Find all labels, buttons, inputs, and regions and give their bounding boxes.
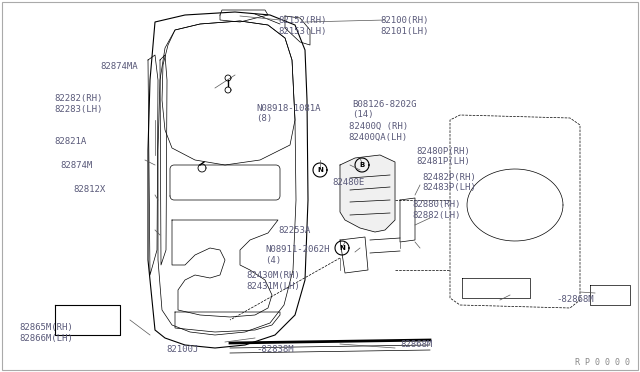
Text: 82100J: 82100J [166, 345, 198, 354]
Text: B: B [360, 162, 365, 168]
Text: 82480E: 82480E [333, 178, 365, 187]
Text: N08918-1081A
(8): N08918-1081A (8) [256, 104, 321, 123]
Text: 82874MA: 82874MA [100, 62, 138, 71]
Text: 82874M: 82874M [61, 161, 93, 170]
Text: R P 0 0 0 0: R P 0 0 0 0 [575, 358, 630, 367]
Text: B08126-8202G
(14): B08126-8202G (14) [352, 100, 417, 119]
Text: 82282(RH)
82283(LH): 82282(RH) 82283(LH) [54, 94, 103, 114]
Text: 82253A: 82253A [278, 226, 310, 235]
Text: 82152(RH)
82153(LH): 82152(RH) 82153(LH) [278, 16, 327, 36]
Text: 82812X: 82812X [74, 185, 106, 194]
Text: 82880(RH)
82882(LH): 82880(RH) 82882(LH) [413, 201, 461, 220]
Text: 82482P(RH)
82483P(LH): 82482P(RH) 82483P(LH) [422, 173, 476, 192]
Text: 82868M: 82868M [400, 340, 432, 349]
Text: N: N [317, 167, 323, 173]
Text: 82430M(RH)
82431M(LH): 82430M(RH) 82431M(LH) [246, 271, 300, 291]
Text: 82865M(RH)
82866M(LH): 82865M(RH) 82866M(LH) [19, 323, 73, 343]
Text: 82821A: 82821A [54, 137, 86, 146]
Text: 82100(RH)
82101(LH): 82100(RH) 82101(LH) [381, 16, 429, 36]
Polygon shape [340, 155, 395, 232]
Text: -82838M: -82838M [256, 345, 294, 354]
Text: N: N [339, 245, 345, 251]
Text: 82480P(RH)
82481P(LH): 82480P(RH) 82481P(LH) [416, 147, 470, 166]
Text: 82400Q (RH)
82400QA(LH): 82400Q (RH) 82400QA(LH) [349, 122, 408, 142]
Text: N08911-2062H
(4): N08911-2062H (4) [266, 245, 330, 264]
Text: -82868M: -82868M [557, 295, 595, 304]
